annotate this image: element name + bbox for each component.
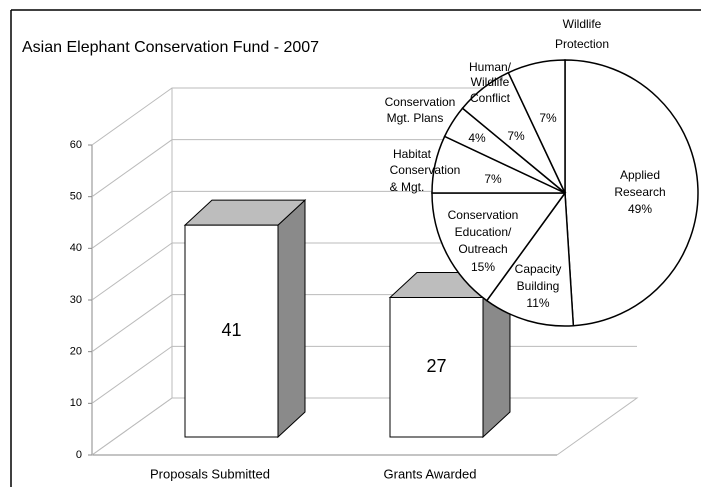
chart-title: Asian Elephant Conservation Fund - 2007 [22,39,319,56]
pie-slice [431,192,567,302]
pie-slice [507,59,566,194]
y-tick-label: 20 [70,346,82,358]
pie-label: Conflict [470,91,511,105]
pie-label: Applied [620,168,660,182]
y-tick-label: 60 [70,139,82,151]
pie-label: Capacity [515,262,562,276]
pie-label: Habitat [393,147,432,161]
pie-slice [564,59,699,327]
pie-value-label: 4% [468,131,486,145]
x-tick-label: Proposals Submitted [150,466,270,481]
pie-label: Wildlife [563,17,602,31]
bar-value-label: 27 [426,356,446,376]
pie-label: Building [517,279,560,293]
pie-value-label: 7% [484,172,502,186]
pie-label: Wildlife [471,75,510,89]
pie-value-label: 49% [628,202,652,216]
pie-value-label: 7% [507,129,525,143]
pie-value-label: 7% [539,111,557,125]
pie-label: Conservation [390,163,461,177]
pie-value-label: 11% [526,296,549,310]
y-tick-label: 40 [70,242,82,254]
y-tick-label: 30 [70,294,82,306]
y-tick-label: 0 [76,449,82,461]
bar [389,297,484,438]
pie-label: Conservation [385,95,456,109]
pie-label: Human/ [469,60,512,74]
pie-label: Research [614,185,665,199]
y-tick-label: 50 [70,191,82,203]
pie-label: Education/ [455,225,512,239]
pie-label: Conservation [448,208,519,222]
pie-label: Outreach [458,242,507,256]
pie-slice [485,190,575,327]
pie-label: Protection [555,37,609,51]
x-tick-label: Grants Awarded [384,466,477,481]
y-tick-label: 10 [70,397,82,409]
pie-value-label: 15% [471,260,495,274]
grid-line [91,87,637,146]
pie-label: & Mgt. [390,180,425,194]
pie-label: Mgt. Plans [387,111,444,125]
bar [184,224,279,438]
bar-side [277,199,306,439]
bar-value-label: 41 [221,320,241,340]
